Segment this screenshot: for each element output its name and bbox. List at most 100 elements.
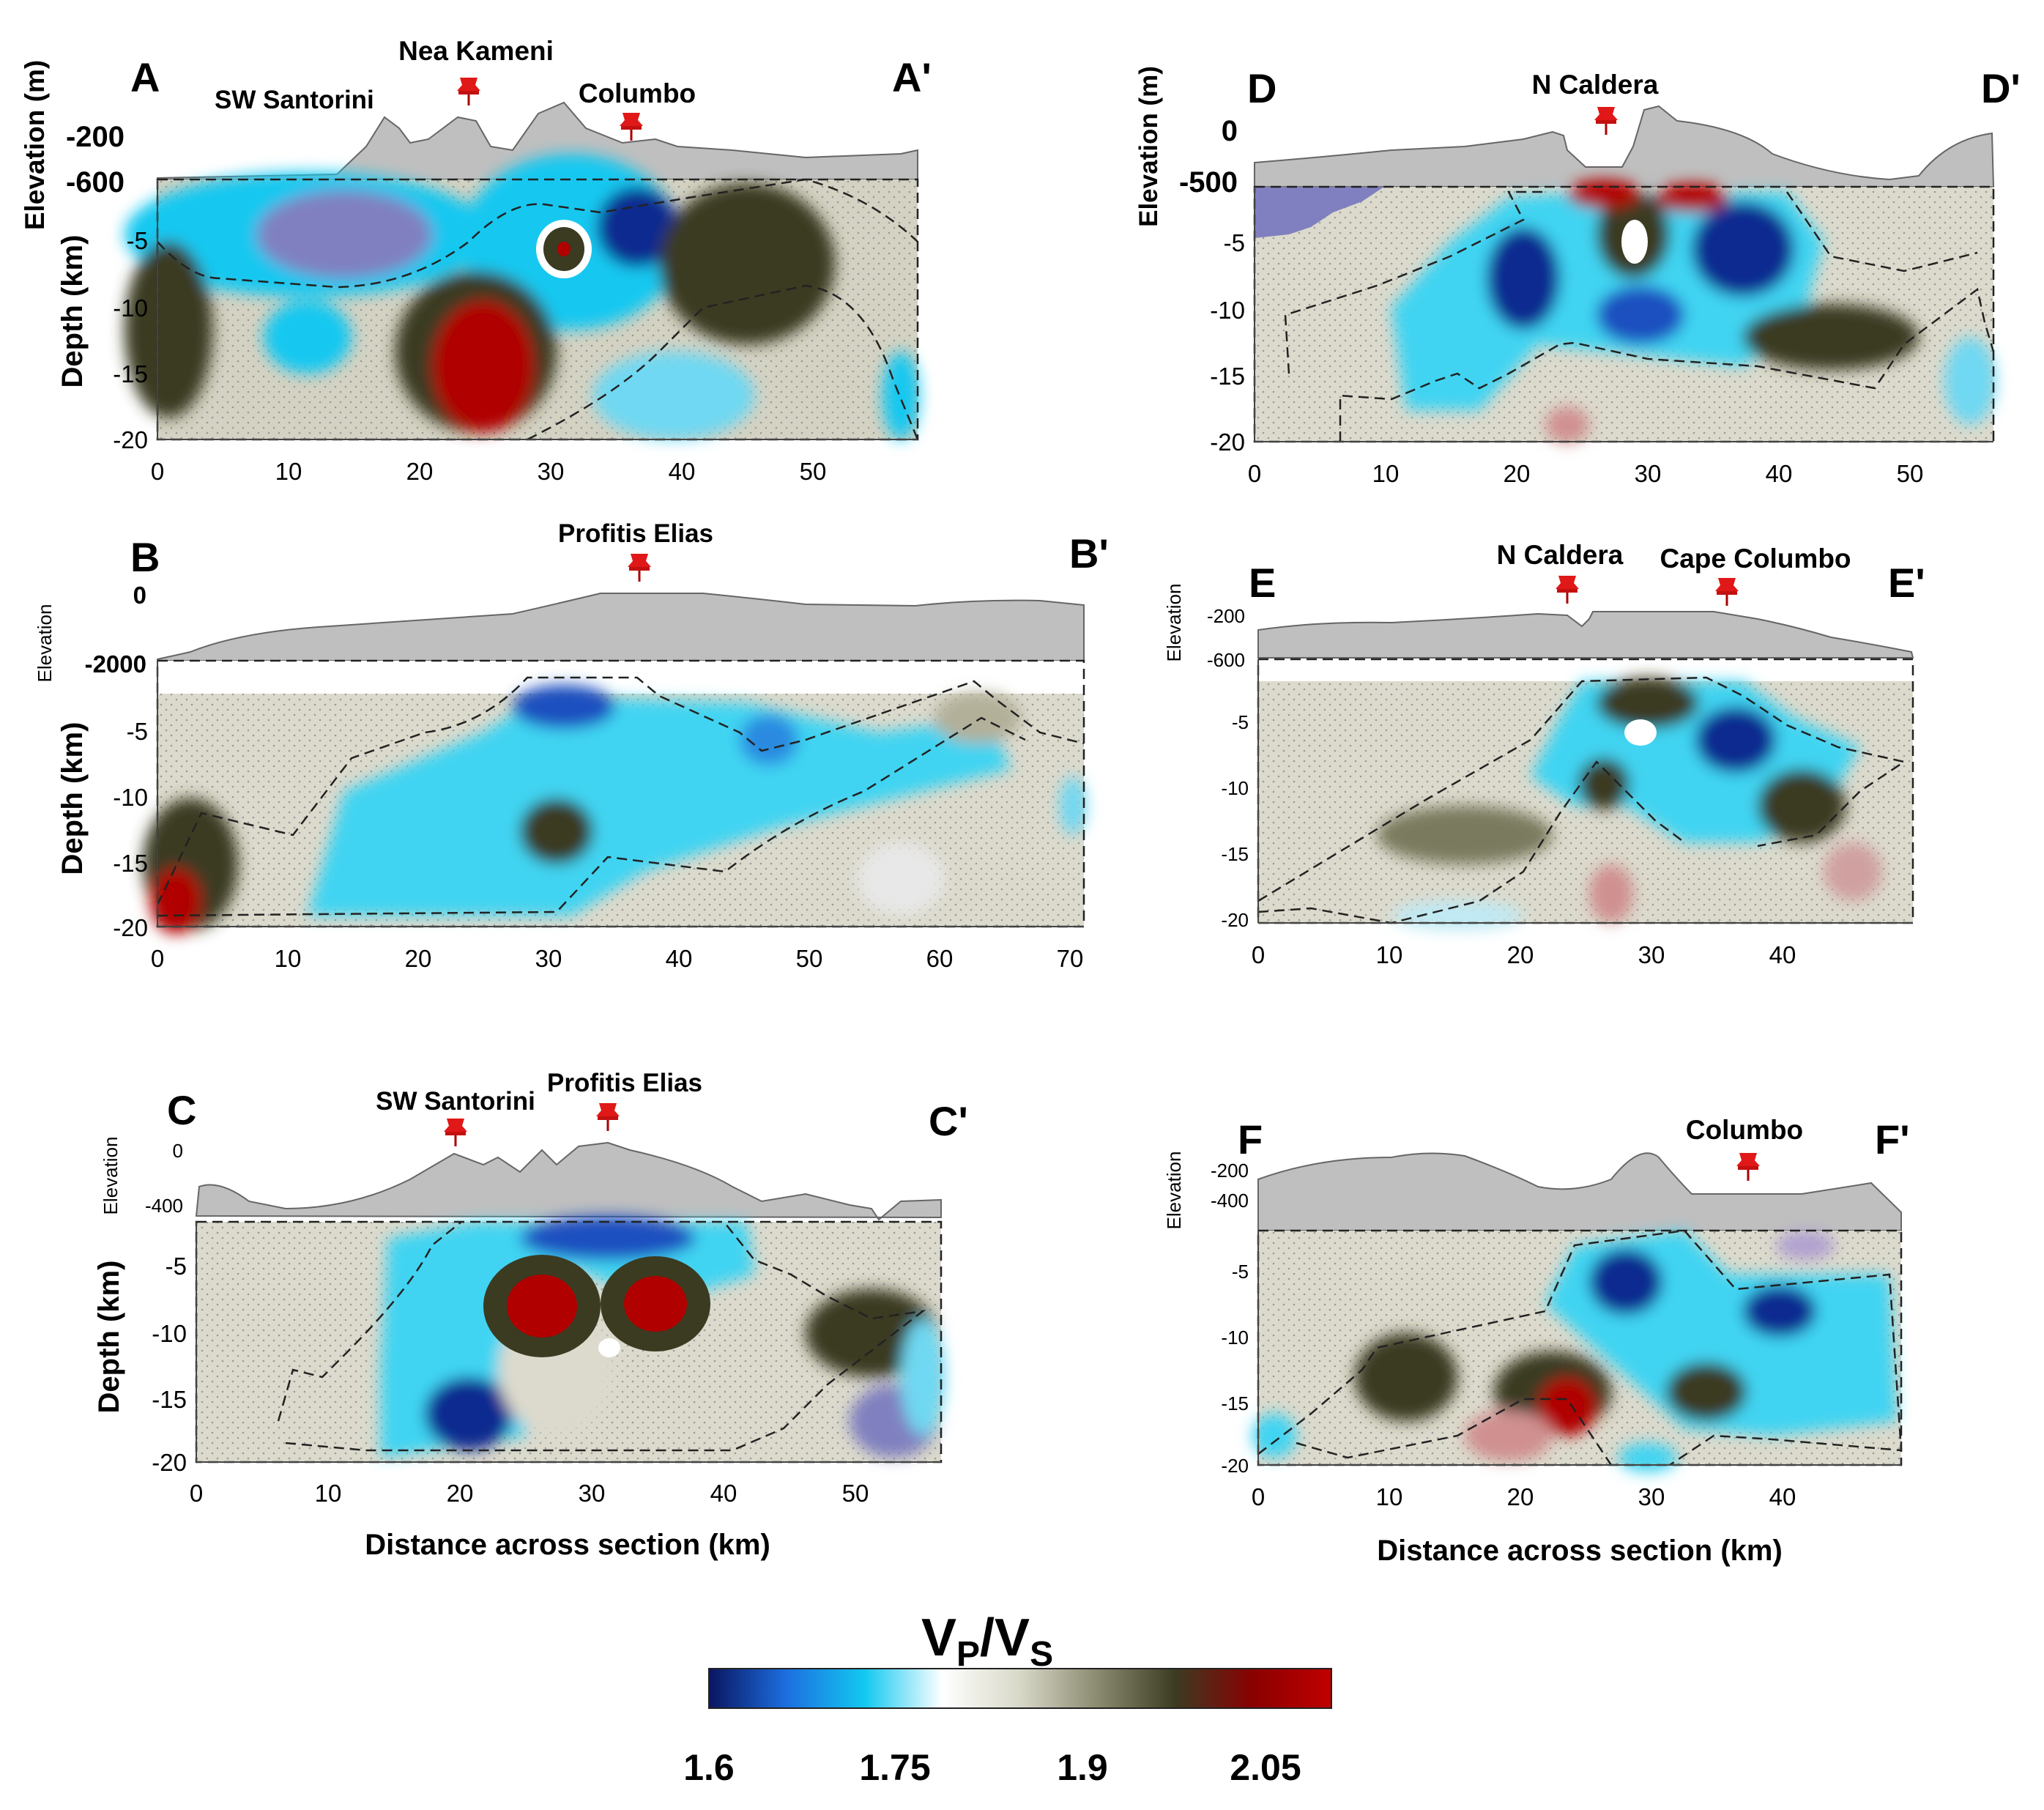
panel-c-marker-label-sw-santorini: SW Santorini <box>376 1087 535 1116</box>
panel-e-x-tick: 30 <box>1638 941 1665 968</box>
panel-b-topography <box>157 593 1085 661</box>
panel-f-marker-label-columbo: Columbo <box>1686 1115 1803 1145</box>
panel-f-depth-tick: -15 <box>1221 1392 1249 1414</box>
colorbar-tick: 2.05 <box>1230 1747 1301 1788</box>
colorbar-tick: 1.9 <box>1057 1747 1108 1788</box>
panel-c-title-end: C' <box>929 1098 968 1144</box>
panel-e-depth-tick: -20 <box>1221 909 1249 931</box>
panel-f: F F' Columbo Elevation -200 -400 <box>1163 1115 1910 1567</box>
panel-a-title-end: A' <box>892 54 932 100</box>
panel-b-x-tick: 70 <box>1057 945 1084 972</box>
panel-d-title-end: D' <box>1981 65 2021 111</box>
panel-d-elev-tick: 0 <box>1222 115 1238 147</box>
panel-c-depth-tick: -10 <box>152 1320 187 1347</box>
panel-b-depth-tick: -15 <box>113 850 148 877</box>
panel-a-x-tick: 20 <box>406 458 434 485</box>
panel-b-heatmap <box>143 659 1086 934</box>
colorbar-title: VP/VS <box>921 1609 1053 1674</box>
panel-a-depth-tick: -15 <box>113 360 148 387</box>
panel-b-x-tick: 30 <box>535 945 562 972</box>
panel-d-x-tick: 10 <box>1372 460 1400 487</box>
panel-e-elevation-label: Elevation <box>1163 584 1185 662</box>
panel-f-x-tick: 10 <box>1376 1483 1403 1510</box>
colorbar-tick: 1.75 <box>859 1747 930 1788</box>
panel-f-depth-tick: -10 <box>1221 1327 1249 1349</box>
panel-a-x-tick: 50 <box>800 458 827 485</box>
panel-e-elev-tick: -600 <box>1207 649 1245 671</box>
panel-c-depth-tick: -20 <box>152 1449 187 1476</box>
xlabel-right: Distance across section (km) <box>1377 1535 1783 1567</box>
panel-b-marker-label-profitis-elias: Profitis Elias <box>558 519 713 548</box>
panel-e-x-tick: 0 <box>1252 941 1265 968</box>
panel-a-x-tick: 40 <box>669 458 696 485</box>
panel-e-title-start: E <box>1249 560 1276 606</box>
panel-c-depth-tick: -15 <box>152 1386 187 1413</box>
panel-a-heatmap <box>125 154 919 441</box>
panel-c-x-tick: 50 <box>842 1480 869 1507</box>
panel-d-x-tick: 50 <box>1897 460 1924 487</box>
panel-a-elev-tick: -600 <box>66 166 125 199</box>
panel-f-elevation-label: Elevation <box>1163 1151 1185 1230</box>
panel-f-x-tick: 30 <box>1638 1483 1665 1510</box>
panel-b-depth-tick: -10 <box>113 784 148 811</box>
panel-f-depth-tick: -20 <box>1221 1455 1249 1477</box>
panel-a-pin-icon <box>456 76 482 107</box>
panel-a-depth-tick: -10 <box>113 294 148 322</box>
panel-a-x-tick: 30 <box>538 458 565 485</box>
panel-c-x-tick: 30 <box>579 1480 606 1507</box>
panel-f-topography <box>1257 1152 1902 1231</box>
panel-b-x-tick: 10 <box>275 945 302 972</box>
panel-b-x-tick: 60 <box>926 945 954 972</box>
panel-a-elevation-label: Elevation (m) <box>20 60 50 230</box>
panel-c-pin-icon <box>595 1102 621 1132</box>
panel-b-elev-tick: 0 <box>133 582 146 609</box>
colorbar-gradient <box>708 1668 1332 1709</box>
panel-b-ylabel: Depth (km) <box>56 722 89 875</box>
panel-e-marker-label-cape-columbo: Cape Columbo <box>1660 544 1851 574</box>
panel-c-elev-tick: -400 <box>145 1195 183 1217</box>
panel-c-heatmap <box>195 1216 945 1464</box>
panel-a-topography <box>157 101 918 180</box>
panel-b-depth-tick: -5 <box>127 718 148 745</box>
panel-a-marker-label-nea-kameni: Nea Kameni <box>398 36 554 66</box>
colorbar-tick: 1.6 <box>683 1747 735 1788</box>
panel-f-pin-icon <box>1735 1151 1761 1182</box>
panel-d-depth-tick: -20 <box>1210 429 1245 456</box>
panel-c-depth-tick: -5 <box>166 1253 187 1280</box>
panel-d-depth-tick: -5 <box>1224 229 1245 256</box>
panel-e-depth-tick: -15 <box>1221 843 1249 865</box>
panel-b-x-tick: 20 <box>405 945 432 972</box>
panel-e-x-tick: 10 <box>1376 941 1403 968</box>
panel-a-ylabel: Depth (km) <box>56 235 89 388</box>
panel-a-elev-tick: -200 <box>66 121 125 153</box>
panel-b-title-end: B' <box>1069 530 1109 576</box>
panel-c-ylabel: Depth (km) <box>93 1261 125 1414</box>
panel-a-x-tick: 10 <box>275 458 302 485</box>
panel-d-x-tick: 20 <box>1504 460 1531 487</box>
panel-b-elevation-label: Elevation <box>34 604 56 683</box>
panel-e-elev-tick: -200 <box>1207 605 1245 627</box>
panel-e-pin-icon <box>1714 576 1740 607</box>
panel-d: D D' N Caldera Elevation (m) 0 -500 <box>1134 65 2021 487</box>
panel-f-x-tick: 40 <box>1769 1483 1796 1510</box>
panel-a-depth-tick: -20 <box>113 426 148 453</box>
colorbar: VP/VS 1.6 1.75 1.9 2.05 <box>683 1609 1332 1788</box>
panel-f-title-end: F' <box>1875 1116 1910 1162</box>
xlabel-left: Distance across section (km) <box>365 1529 770 1561</box>
panel-e-pin-icon <box>1554 574 1580 605</box>
panel-d-topography <box>1254 105 1995 188</box>
panel-b-elev-tick: -2000 <box>85 650 146 678</box>
panel-c: C C' SW Santorini Profitis Elias Elevati… <box>93 1069 968 1561</box>
panel-d-elev-tick: -500 <box>1179 166 1238 199</box>
panel-c-marker-label-profitis-elias: Profitis Elias <box>547 1069 702 1097</box>
panel-a-x-tick: 0 <box>151 458 164 485</box>
panel-f-x-tick: 0 <box>1252 1483 1265 1510</box>
panel-c-x-tick: 20 <box>447 1480 474 1507</box>
panel-c-x-tick: 10 <box>315 1480 342 1507</box>
panel-f-x-tick: 20 <box>1507 1483 1534 1510</box>
panel-e-x-tick: 40 <box>1769 941 1796 968</box>
panel-a: A A' SW Santorini Nea Kameni Columbo Ele… <box>20 36 932 485</box>
panel-c-x-tick: 0 <box>190 1480 203 1507</box>
panel-f-elev-tick: -200 <box>1211 1160 1249 1182</box>
